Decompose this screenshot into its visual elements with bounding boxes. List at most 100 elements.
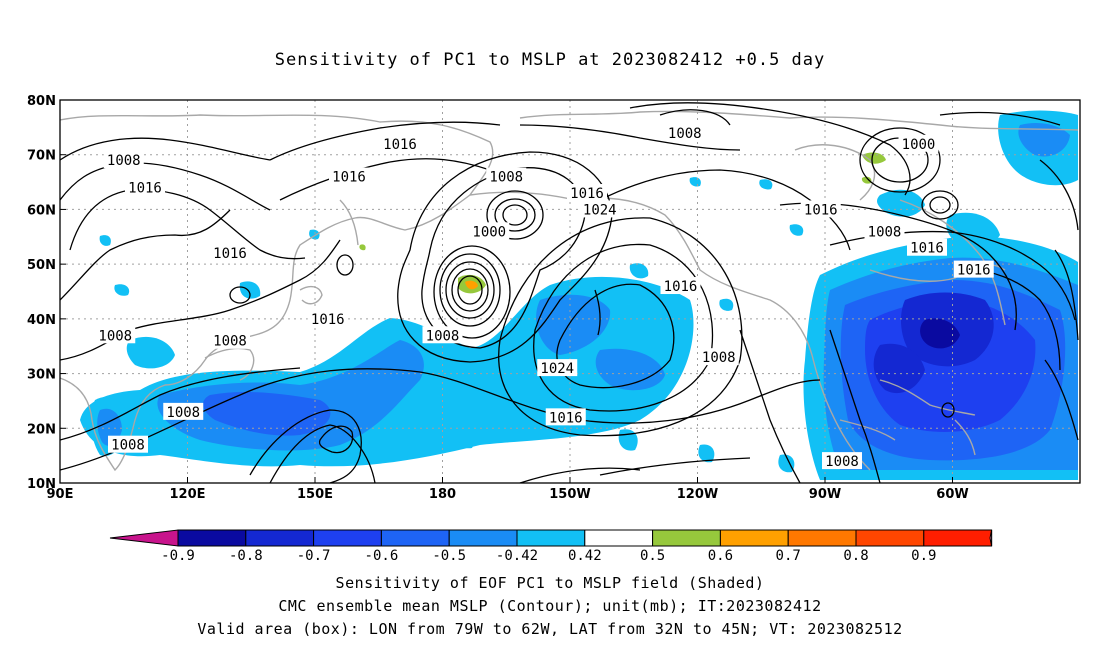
- lon-tick-label: 90E: [47, 487, 74, 502]
- contour-label: 1008: [868, 224, 902, 240]
- contour-label: 1008: [702, 350, 736, 366]
- contour-label: 1016: [957, 263, 991, 279]
- colorbar-label: -0.6: [365, 548, 399, 564]
- contour-label: 1008: [98, 328, 132, 344]
- contour-label: 1000: [902, 137, 936, 153]
- colorbar-swatch: [245, 529, 315, 547]
- contour-label: 1016: [804, 202, 838, 218]
- contour-label-bg: [898, 134, 939, 152]
- contour-label: 1016: [128, 181, 162, 197]
- colorbar-swatch: [719, 529, 789, 547]
- contour-label-bg: [210, 331, 250, 349]
- contour-label-bg: [567, 184, 607, 202]
- contour-label: 1008: [111, 438, 145, 454]
- map-title: Sensitivity of PC1 to MSLP at 2023082412…: [274, 50, 826, 70]
- colorbar-label: -0.9: [161, 548, 195, 564]
- lon-tick-label: 180: [429, 487, 456, 502]
- colorbar-label: 0.7: [776, 548, 801, 564]
- lon-tick-label: 120W: [677, 487, 718, 502]
- contour-label-bg: [469, 222, 510, 240]
- longitude-axis: 90E 120E 150E 180 150W 120W 90W 60W: [47, 477, 969, 502]
- lon-tick-label: 150E: [297, 487, 333, 502]
- colorbar-swatch: [652, 529, 721, 547]
- lon-tick-label: 120E: [169, 487, 205, 502]
- contour-label-bg: [864, 222, 905, 240]
- contour-label: 1008: [489, 170, 523, 186]
- contour-label: 1008: [213, 334, 247, 350]
- colorbar-label: 0.8: [843, 548, 868, 564]
- colorbar-label: 0.42: [568, 548, 602, 564]
- colorbar-swatch: [923, 529, 993, 547]
- contour-label-bg: [108, 435, 148, 453]
- lat-tick-label: 10N: [27, 477, 56, 492]
- contour-label: 1016: [570, 186, 604, 202]
- lon-tick-label: 150W: [549, 487, 590, 502]
- contour-label: 1008: [668, 126, 702, 142]
- lat-tick-label: 60N: [27, 203, 56, 218]
- contour-label-bg: [380, 134, 420, 152]
- footer-line-shaded: Sensitivity of EOF PC1 to MSLP field (Sh…: [335, 574, 765, 592]
- lat-tick-label: 40N: [27, 313, 56, 328]
- contour-label-bg: [125, 178, 165, 196]
- contour-label: 1008: [166, 405, 200, 421]
- lat-tick-label: 20N: [27, 422, 56, 437]
- contour-label-bg: [103, 151, 144, 169]
- contour-label: 1016: [311, 312, 345, 328]
- lon-tick-label: 60W: [936, 487, 968, 502]
- colorbar-swatch: [855, 529, 925, 547]
- footer-line-contour: CMC ensemble mean MSLP (Contour); unit(m…: [278, 597, 822, 615]
- contour-label-bg: [953, 260, 994, 278]
- colorbar: -0.9 -0.8 -0.7 -0.6 -0.5 -0.42 0.42 0.5 0.6 0.7 0.…: [109, 529, 993, 564]
- colorbar-swatch: [448, 529, 518, 547]
- colorbar-label: 0.9: [911, 548, 936, 564]
- contour-label-bg: [660, 277, 701, 295]
- colorbar-swatch: [584, 529, 654, 547]
- contour-label-bg: [307, 309, 348, 327]
- colorbar-swatch: [177, 529, 247, 547]
- contour-label-bg: [579, 200, 620, 218]
- contour-label-bg: [537, 359, 578, 377]
- contour-label: 1008: [107, 153, 141, 169]
- lon-tick-label: 90W: [809, 487, 841, 502]
- lat-tick-label: 30N: [27, 368, 56, 383]
- colorbar-label: -0.7: [297, 548, 331, 564]
- colorbar-swatch: [313, 529, 382, 547]
- colorbar-label: 0.5: [640, 548, 665, 564]
- contour-label: 1016: [549, 410, 583, 426]
- contour-label-bg: [822, 452, 862, 470]
- colorbar-label: -0.5: [432, 548, 466, 564]
- contour-label-bg: [545, 408, 586, 426]
- colorbar-right-triangle: [989, 529, 993, 547]
- contour-label: 1016: [664, 279, 698, 295]
- contour-label: 1016: [332, 170, 366, 186]
- sensitivity-shading: [80, 110, 1078, 480]
- contour-label-bg: [329, 167, 369, 185]
- contour-label-bg: [907, 238, 947, 256]
- contour-label: 1016: [910, 241, 944, 257]
- contour-label: 1000: [472, 224, 506, 240]
- contour-label-bg: [95, 326, 136, 344]
- contour-label-bg: [800, 200, 841, 218]
- colorbar-swatch: [787, 529, 857, 547]
- lat-tick-label: 70N: [27, 149, 56, 164]
- contour-label: 1024: [583, 202, 617, 218]
- latitude-axis: 80N 70N 60N 50N 40N 30N 20N 10N: [27, 94, 66, 492]
- contour-label-bg: [163, 402, 204, 420]
- colorbar-label: 0.6: [708, 548, 733, 564]
- contour-label: 1008: [426, 328, 460, 344]
- contour-label-bg: [210, 244, 250, 262]
- contour-label: 1008: [825, 454, 859, 470]
- footer-line-valid-area: Valid area (box): LON from 79W to 62W, L…: [197, 620, 903, 638]
- contour-label: 1024: [540, 361, 574, 377]
- contour-label-bg: [486, 167, 527, 185]
- contour-label-bg: [664, 123, 705, 141]
- contour-label-bg: [422, 326, 463, 344]
- contour-label-bg: [698, 348, 739, 366]
- colorbar-swatch: [380, 529, 450, 547]
- contour-label: 1016: [213, 246, 247, 262]
- colorbar-label: -0.42: [496, 548, 538, 564]
- colorbar-left-triangle: [109, 529, 179, 547]
- colorbar-label: -0.8: [229, 548, 263, 564]
